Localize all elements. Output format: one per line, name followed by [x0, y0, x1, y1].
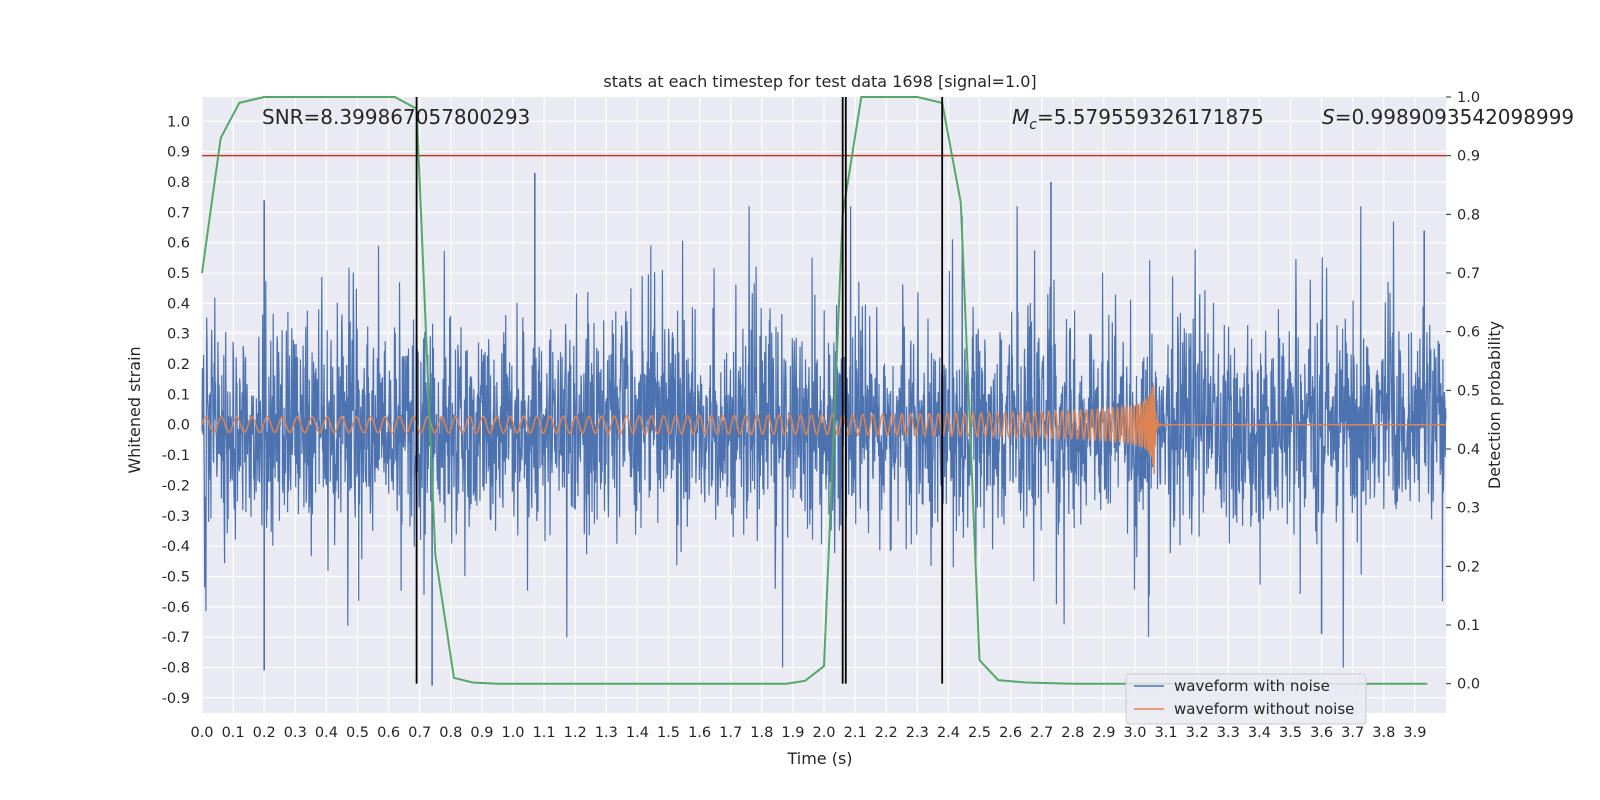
- y-tick-label: 0.6: [167, 236, 190, 252]
- x-tick-label: 3.0: [1123, 725, 1146, 741]
- x-tick-label: 1.6: [688, 725, 711, 741]
- x-tick-label: 0.2: [253, 725, 276, 741]
- y-axis-label: Whitened strain: [125, 346, 144, 473]
- y-tick-label: 0.4: [167, 296, 190, 312]
- x-axis-label: Time (s): [786, 749, 852, 768]
- x-tick-label: 0.6: [377, 725, 400, 741]
- y2-tick-label: 0.5: [1457, 383, 1480, 399]
- y-tick-label: 0.1: [167, 387, 190, 403]
- y2-tick-label: 0.8: [1457, 207, 1480, 223]
- y-tick-label: -0.1: [162, 448, 190, 464]
- y-tick-label: -0.3: [162, 509, 190, 525]
- x-tick-label: 0.4: [315, 725, 338, 741]
- x-tick-label: 1.7: [719, 725, 742, 741]
- x-tick-label: 3.9: [1403, 725, 1426, 741]
- spin-value: =0.9989093542098999: [1335, 105, 1574, 129]
- legend-label-clean: waveform without noise: [1174, 700, 1354, 718]
- x-tick-label: 1.3: [595, 725, 618, 741]
- chirp-mass-symbol: M: [1012, 105, 1029, 129]
- x-tick-label: 3.6: [1310, 725, 1333, 741]
- x-tick-label: 1.9: [781, 725, 804, 741]
- y2-tick-label: 0.7: [1457, 266, 1480, 282]
- noise-series: [201, 172, 1447, 686]
- x-tick-label: 1.5: [657, 725, 680, 741]
- y-tick-label: -0.9: [162, 691, 190, 707]
- y2-tick-label: 0.3: [1457, 501, 1480, 517]
- x-tick-label: 0.8: [439, 725, 462, 741]
- x-tick-label: 2.2: [875, 725, 898, 741]
- x-tick-label: 2.5: [968, 725, 991, 741]
- x-tick-label: 1.1: [533, 725, 556, 741]
- x-tick-label: 0.1: [222, 725, 245, 741]
- x-ticks: 0.0 0.1 0.2 0.3 0.4 0.5 0.6 0.7 0.8 0.9 1.0 1.1 1.2 1…: [190, 725, 1426, 741]
- x-tick-label: 0.7: [408, 725, 431, 741]
- clean-waveform-line: [201, 385, 1446, 475]
- y-tick-label: 0.9: [167, 145, 190, 161]
- y2-tick-label: 1.0: [1457, 90, 1480, 106]
- legend-box: [1125, 673, 1367, 725]
- y-tick-label: 0.7: [167, 205, 190, 221]
- x-tick-label: 2.3: [906, 725, 929, 741]
- spin-symbol: S: [1322, 105, 1335, 129]
- y2-tick-label: 0.4: [1457, 442, 1480, 458]
- x-tick-label: 3.3: [1217, 725, 1240, 741]
- chirp-mass-value: =5.579559326171875: [1037, 105, 1264, 129]
- y-tick-label: -0.8: [162, 660, 190, 676]
- x-tick-label: 3.1: [1155, 725, 1178, 741]
- y2-tick-label: 0.6: [1457, 325, 1480, 341]
- y-tick-label: 0.2: [167, 357, 190, 373]
- x-tick-label: 1.8: [750, 725, 773, 741]
- chirp-mass-annotation: Mc=5.579559326171875: [1012, 105, 1264, 133]
- x-tick-label: 1.0: [501, 725, 524, 741]
- x-tick-label: 3.8: [1372, 725, 1395, 741]
- y2-ticks: 1.0 0.9 0.8 0.7 0.6 0.5 0.4 0.3 0.2 0.1 0.0: [1446, 90, 1480, 693]
- y-tick-label: -0.6: [162, 600, 190, 616]
- y2-tick-label: 0.1: [1457, 618, 1480, 634]
- y2-tick-label: 0.0: [1457, 677, 1480, 693]
- chirp-mass-subscript: c: [1029, 117, 1037, 133]
- y-tick-label: 0.8: [167, 175, 190, 191]
- y-tick-label: -0.7: [162, 630, 190, 646]
- x-tick-label: 2.4: [937, 725, 960, 741]
- y-tick-label: 1.0: [167, 114, 190, 130]
- chirp-series: [201, 385, 1446, 475]
- x-tick-label: 1.4: [626, 725, 649, 741]
- noise-spike-lines: [263, 172, 1425, 686]
- x-tick-label: 2.9: [1092, 725, 1115, 741]
- y-tick-label: 0.3: [167, 327, 190, 343]
- x-tick-label: 1.2: [564, 725, 587, 741]
- x-tick-label: 2.6: [999, 725, 1022, 741]
- legend: waveform with noise waveform without noi…: [1125, 673, 1367, 725]
- chart-title: stats at each timestep for test data 169…: [603, 72, 1036, 91]
- probability-series: [201, 96, 1428, 685]
- x-tick-label: 3.7: [1341, 725, 1364, 741]
- x-tick-label: 3.5: [1279, 725, 1302, 741]
- snr-annotation: SNR=8.399867057800293: [262, 105, 530, 129]
- y2-axis-label: Detection probability: [1485, 321, 1504, 489]
- x-tick-label: 3.4: [1248, 725, 1271, 741]
- spin-annotation: S=0.9989093542098999: [1322, 105, 1574, 129]
- vertical-lines: [415, 97, 944, 684]
- y-ticks: 1.0 0.9 0.8 0.7 0.6 0.5 0.4 0.3 0.2 0.1 0.0 -0.1 -0.…: [162, 114, 190, 707]
- y-tick-label: 0.0: [167, 418, 190, 434]
- x-tick-label: 2.0: [812, 725, 835, 741]
- x-tick-label: 0.9: [470, 725, 493, 741]
- detection-probability-line: [201, 96, 1428, 685]
- y-tick-label: -0.4: [162, 539, 190, 555]
- x-tick-label: 2.7: [1030, 725, 1053, 741]
- x-tick-label: 0.5: [346, 725, 369, 741]
- noise-waveform-line: [201, 206, 1447, 668]
- x-tick-label: 0.0: [190, 725, 213, 741]
- x-tick-label: 3.2: [1186, 725, 1209, 741]
- y2-tick-label: 0.9: [1457, 149, 1480, 165]
- y-tick-label: 0.5: [167, 266, 190, 282]
- y2-tick-label: 0.2: [1457, 559, 1480, 575]
- x-tick-label: 0.3: [284, 725, 307, 741]
- x-tick-label: 2.8: [1061, 725, 1084, 741]
- y-tick-label: -0.2: [162, 478, 190, 494]
- x-tick-label: 2.1: [844, 725, 867, 741]
- y-tick-label: -0.5: [162, 569, 190, 585]
- legend-label-noise: waveform with noise: [1174, 677, 1330, 695]
